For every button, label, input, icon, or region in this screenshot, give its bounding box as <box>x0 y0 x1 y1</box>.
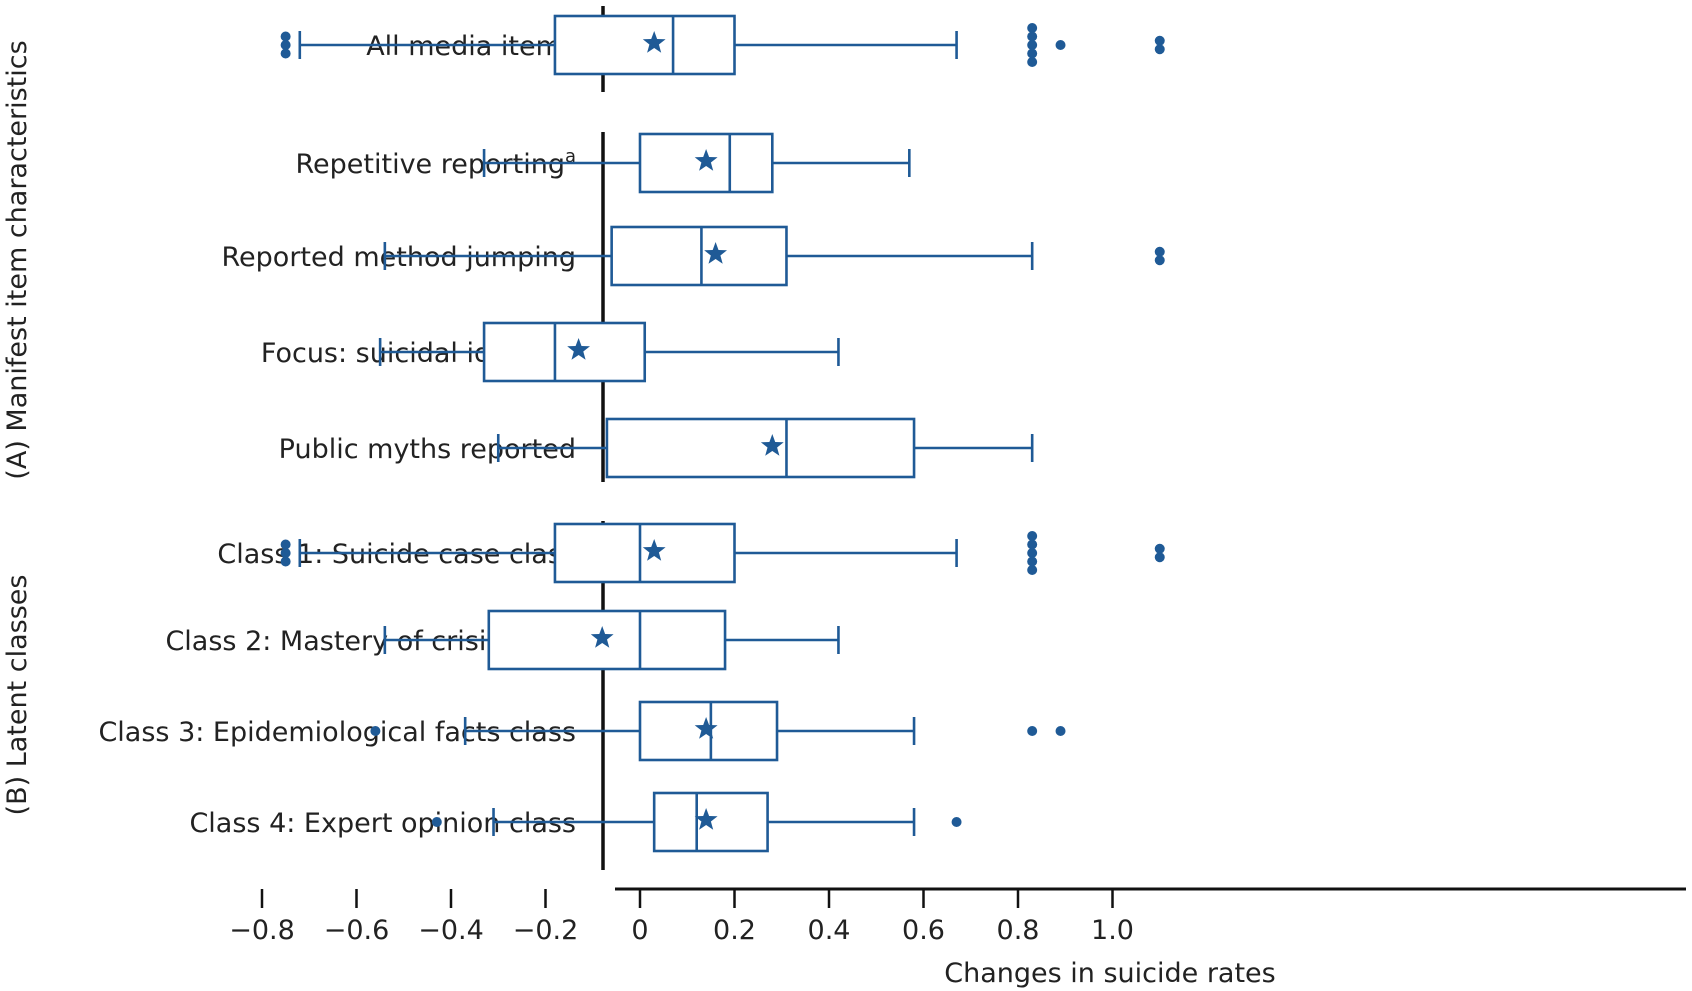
box-0 <box>280 14 1165 76</box>
box-6 <box>383 609 840 671</box>
box-8 <box>431 791 962 853</box>
x-tick-label: −0.8 <box>229 915 295 946</box>
box-5 <box>280 522 1165 584</box>
iqr-box <box>610 225 788 287</box>
x-tick-label: 0.4 <box>808 915 851 946</box>
outlier-point <box>1027 40 1038 50</box>
category-label: Class 4: Expert opinion class <box>189 808 576 839</box>
outlier-point <box>1154 543 1165 554</box>
iqr-box <box>553 14 736 76</box>
outlier-point <box>280 31 291 42</box>
outlier-point <box>431 817 442 827</box>
outlier-point <box>1027 565 1038 575</box>
outlier-point <box>1027 726 1038 736</box>
outlier-point <box>280 539 291 550</box>
category-label: Reported method jumping <box>222 242 577 273</box>
iqr-box <box>605 417 916 479</box>
outlier-point <box>1055 726 1066 736</box>
x-axis: −0.8 −0.6 −0.4 −0.2 0 0.2 0.4 0.6 0.8 1.0 <box>229 887 1686 946</box>
x-tick-label: −0.6 <box>324 915 390 946</box>
box-2 <box>383 225 1165 287</box>
x-tick-label: 0 <box>631 915 648 946</box>
outlier-point <box>280 48 291 59</box>
category-label: Public myths reported <box>279 434 576 465</box>
mean-star <box>694 808 718 830</box>
outlier-point <box>1027 48 1038 59</box>
outlier-point <box>1027 548 1038 558</box>
outlier-point <box>1027 31 1038 42</box>
x-axis-title: Changes in suicide rates <box>944 958 1276 989</box>
footnote-marker: a <box>565 146 576 167</box>
mean-star <box>694 717 718 739</box>
category-label: Class 1: Suicide case class <box>217 539 576 570</box>
outlier-point <box>1027 23 1038 33</box>
box-7 <box>370 700 1066 762</box>
outlier-point <box>1055 40 1066 50</box>
outlier-point <box>951 817 962 827</box>
mean-star <box>567 338 590 360</box>
outlier-point <box>1027 57 1038 67</box>
outlier-point <box>1154 255 1165 266</box>
box-series <box>280 14 1165 853</box>
box-4 <box>496 417 1034 479</box>
outlier-point <box>1027 556 1038 567</box>
group-label-1: (A) Manifest item characteristics <box>2 40 33 479</box>
box-3 <box>378 321 840 383</box>
outlier-point <box>370 726 381 736</box>
x-tick-label: 0.6 <box>902 915 945 946</box>
x-tick-label: −0.4 <box>418 915 484 946</box>
x-tick-label: 0.8 <box>997 915 1040 946</box>
mean-star <box>704 242 727 264</box>
outlier-point <box>280 548 291 558</box>
outlier-point <box>280 40 291 50</box>
x-tick-label: 1.0 <box>1091 915 1134 946</box>
mean-star <box>642 31 666 53</box>
group-label-2: (B) Latent classes <box>2 575 33 816</box>
iqr-box <box>482 321 647 383</box>
x-tick-label: −0.2 <box>513 915 579 946</box>
outlier-point <box>1027 531 1038 541</box>
mean-star <box>694 149 718 171</box>
outlier-point <box>1154 246 1165 257</box>
outlier-point <box>1154 552 1165 563</box>
mean-star <box>760 434 784 456</box>
category-label: Class 3: Epidemiological facts class <box>98 717 576 748</box>
x-tick-label: 0.2 <box>713 915 756 946</box>
mean-star <box>590 626 614 648</box>
category-label: All media items <box>366 31 576 62</box>
outlier-point <box>1027 539 1038 550</box>
iqr-box <box>652 791 769 853</box>
outlier-point <box>280 556 291 567</box>
mean-star <box>642 539 666 561</box>
outlier-point <box>1154 35 1165 46</box>
outlier-point <box>1154 44 1165 55</box>
iqr-box <box>553 522 736 584</box>
box-1 <box>482 132 911 194</box>
group-labels: (A) Manifest item characteristics (B) Lat… <box>2 40 33 815</box>
